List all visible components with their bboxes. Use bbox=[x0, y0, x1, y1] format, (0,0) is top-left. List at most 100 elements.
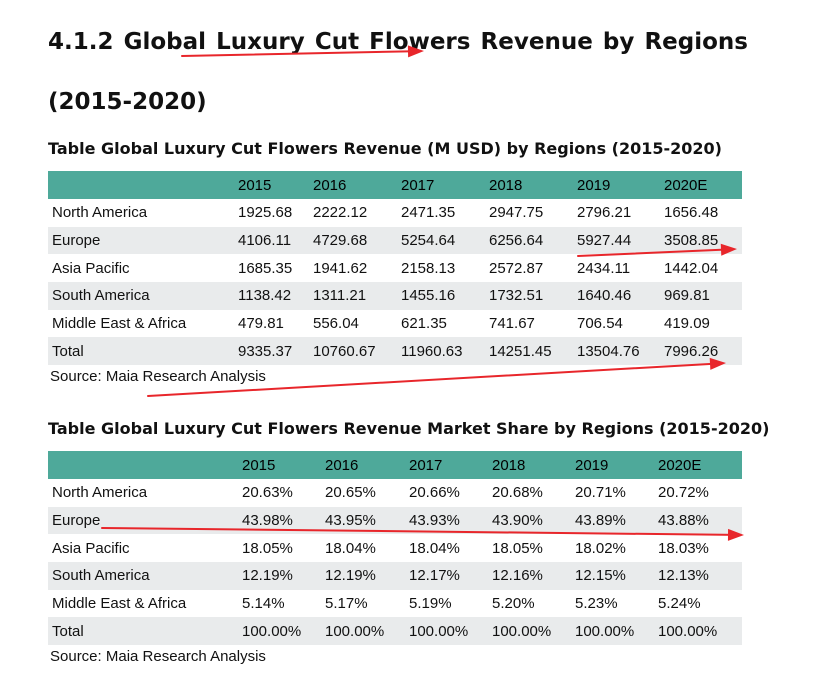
value-cell: 2471.35 bbox=[401, 204, 456, 222]
revenue-table: 2015 2016 2017 2018 2019 2020E North America 19… bbox=[48, 171, 742, 366]
region-cell: Middle East & Africa bbox=[52, 595, 187, 613]
value-cell: 1925.68 bbox=[238, 204, 293, 222]
value-cell: 20.65% bbox=[325, 484, 376, 502]
revenue_table-header-row: 2015 2016 2017 2018 2019 2020E bbox=[48, 171, 742, 199]
column-header: 2016 bbox=[321, 451, 405, 479]
value-cell: 100.00% bbox=[405, 617, 488, 646]
column-header bbox=[48, 171, 234, 199]
region-cell: North America bbox=[52, 484, 148, 502]
share_table-header-row: 2015 2016 2017 2018 2019 2020E bbox=[48, 451, 742, 479]
value-cell: 2158.13 bbox=[401, 259, 456, 277]
value-cell: 100.00% bbox=[488, 617, 571, 646]
value-cell: 1455.16 bbox=[397, 282, 485, 310]
region-cell: South America bbox=[48, 562, 238, 590]
value-cell: 479.81 bbox=[238, 315, 284, 333]
value-cell: 5.23% bbox=[575, 595, 618, 613]
value-cell: 20.71% bbox=[575, 484, 626, 502]
region-cell: Total bbox=[48, 337, 234, 366]
region-cell: Total bbox=[48, 617, 238, 646]
column-header: 2020E bbox=[654, 451, 742, 479]
table-row: North America 20.63% 20.65% 20.66% 20.68% 20.… bbox=[48, 479, 742, 507]
value-cell: 11960.63 bbox=[397, 337, 485, 366]
region-cell: Asia Pacific bbox=[52, 539, 130, 557]
value-cell: 969.81 bbox=[660, 282, 742, 310]
value-cell: 5.24% bbox=[658, 595, 701, 613]
value-cell: 12.13% bbox=[654, 562, 742, 590]
share-table-caption: Table Global Luxury Cut Flowers Revenue … bbox=[48, 419, 770, 438]
value-cell: 12.19% bbox=[238, 562, 321, 590]
value-cell: 1640.46 bbox=[573, 282, 660, 310]
table-row: Middle East & Africa 479.81 556.04 621.35 74… bbox=[48, 310, 742, 338]
value-cell: 12.15% bbox=[571, 562, 654, 590]
table-row: North America 1925.68 2222.12 2471.35 2947.7… bbox=[48, 199, 742, 227]
value-cell: 5.14% bbox=[242, 595, 285, 613]
value-cell: 20.68% bbox=[492, 484, 543, 502]
value-cell: 18.03% bbox=[658, 539, 709, 557]
column-header: 2020E bbox=[660, 171, 742, 199]
value-cell: 13504.76 bbox=[573, 337, 660, 366]
table-row: Europe 4106.11 4729.68 5254.64 6256.64 5927.4… bbox=[48, 226, 742, 255]
value-cell: 5254.64 bbox=[397, 226, 485, 255]
value-cell: 4106.11 bbox=[234, 226, 309, 255]
value-cell: 43.95% bbox=[321, 506, 405, 535]
value-cell: 100.00% bbox=[238, 617, 321, 646]
column-header: 2019 bbox=[571, 451, 654, 479]
value-cell: 2434.11 bbox=[577, 259, 631, 277]
column-header: 2015 bbox=[234, 171, 309, 199]
value-cell: 1732.51 bbox=[485, 282, 573, 310]
column-header: 2015 bbox=[238, 451, 321, 479]
value-cell: 1941.62 bbox=[313, 259, 368, 277]
region-cell: North America bbox=[52, 204, 148, 222]
value-cell: 1685.35 bbox=[238, 259, 293, 277]
column-header: 2018 bbox=[485, 171, 573, 199]
value-cell: 18.04% bbox=[409, 539, 460, 557]
value-cell: 419.09 bbox=[664, 315, 710, 333]
column-header: 2019 bbox=[573, 171, 660, 199]
value-cell: 12.17% bbox=[405, 562, 488, 590]
value-cell: 18.02% bbox=[575, 539, 626, 557]
value-cell: 2222.12 bbox=[313, 204, 368, 222]
value-cell: 43.98% bbox=[238, 506, 321, 535]
value-cell: 5.17% bbox=[325, 595, 368, 613]
value-cell: 556.04 bbox=[313, 315, 359, 333]
value-cell: 100.00% bbox=[654, 617, 742, 646]
column-header bbox=[48, 451, 238, 479]
value-cell: 1442.04 bbox=[664, 259, 719, 277]
value-cell: 6256.64 bbox=[485, 226, 573, 255]
column-header: 2018 bbox=[488, 451, 571, 479]
value-cell: 7996.26 bbox=[660, 337, 742, 366]
value-cell: 43.93% bbox=[405, 506, 488, 535]
value-cell: 1138.42 bbox=[234, 282, 309, 310]
value-cell: 18.05% bbox=[492, 539, 543, 557]
value-cell: 20.66% bbox=[409, 484, 460, 502]
value-cell: 18.05% bbox=[242, 539, 293, 557]
value-cell: 741.67 bbox=[489, 315, 535, 333]
value-cell: 706.54 bbox=[577, 315, 623, 333]
share-table: 2015 2016 2017 2018 2019 2020E North America 20… bbox=[48, 451, 742, 646]
column-header: 2016 bbox=[309, 171, 397, 199]
value-cell: 2947.75 bbox=[489, 204, 544, 222]
table-row: Asia Pacific 18.05% 18.04% 18.04% 18.05% 18.0… bbox=[48, 534, 742, 562]
revenue-table-caption: Table Global Luxury Cut Flowers Revenue … bbox=[48, 139, 722, 158]
column-header: 2017 bbox=[405, 451, 488, 479]
value-cell: 12.19% bbox=[321, 562, 405, 590]
table-row: Middle East & Africa 5.14% 5.17% 5.19% 5.20%… bbox=[48, 590, 742, 618]
share-table-source: Source: Maia Research Analysis bbox=[50, 648, 266, 665]
region-cell: Europe bbox=[48, 506, 238, 535]
table-row: South America 12.19% 12.19% 12.17% 12.16% 12.… bbox=[48, 562, 742, 590]
table-row: Total 9335.37 10760.67 11960.63 14251.45 1350… bbox=[48, 337, 742, 366]
value-cell: 2796.21 bbox=[577, 204, 632, 222]
value-cell: 1656.48 bbox=[664, 204, 719, 222]
section-heading: 4.1.2 Global Luxury Cut Flowers Revenue … bbox=[48, 29, 748, 115]
table-row: South America 1138.42 1311.21 1455.16 1732.5… bbox=[48, 282, 742, 310]
value-cell: 14251.45 bbox=[485, 337, 573, 366]
region-cell: South America bbox=[48, 282, 234, 310]
value-cell: 100.00% bbox=[571, 617, 654, 646]
value-cell: 1311.21 bbox=[309, 282, 397, 310]
value-cell: 43.88% bbox=[654, 506, 742, 535]
table-row: Asia Pacific 1685.35 1941.62 2158.13 2572.87… bbox=[48, 254, 742, 282]
region-cell: Asia Pacific bbox=[52, 259, 130, 277]
value-cell: 3508.85 bbox=[660, 226, 742, 255]
value-cell: 100.00% bbox=[321, 617, 405, 646]
value-cell: 5.19% bbox=[409, 595, 452, 613]
